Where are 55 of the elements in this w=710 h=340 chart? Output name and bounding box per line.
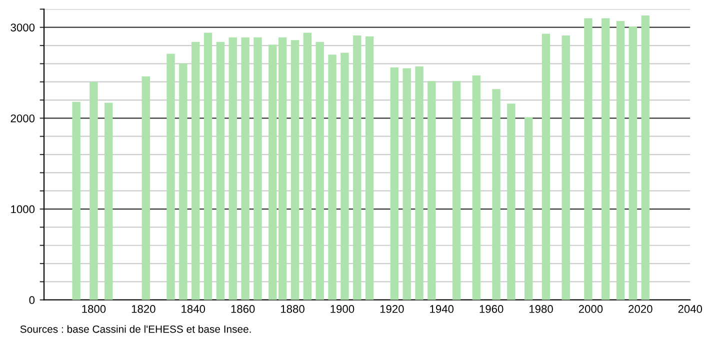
x-tick-label: 1880	[281, 305, 304, 313]
bar	[602, 18, 610, 300]
bar	[353, 36, 362, 300]
x-tick-label: 2000	[578, 305, 603, 313]
bar	[241, 37, 250, 300]
bar	[390, 67, 399, 300]
bar	[562, 36, 570, 300]
bar	[365, 36, 374, 300]
bar	[166, 54, 175, 300]
bar	[492, 89, 500, 300]
x-tick-label: 1920	[380, 305, 404, 313]
bar	[290, 40, 300, 300]
bar	[415, 66, 424, 300]
bar	[179, 64, 188, 300]
bar	[584, 18, 592, 300]
bar	[192, 42, 200, 300]
y-tick-label: 1000	[11, 205, 35, 214]
bar	[142, 76, 150, 300]
x-tick-label: 1840	[182, 305, 206, 313]
y-tick-label: 2000	[10, 114, 35, 122]
bar	[428, 80, 436, 300]
bar	[104, 102, 113, 300]
x-tick-label: 1940	[430, 305, 454, 313]
bar	[340, 52, 349, 300]
y-tick-label: 0	[29, 296, 35, 304]
bar	[303, 32, 312, 300]
bar	[402, 68, 411, 300]
x-tick-label: 2040	[678, 305, 702, 313]
bar	[452, 80, 461, 300]
bar	[278, 37, 287, 300]
bar	[268, 44, 277, 300]
bar	[616, 20, 625, 300]
source-note: Sources : base Cassini de l'EHESS et base Insee.	[20, 325, 251, 333]
bar	[507, 104, 516, 300]
bar	[542, 34, 550, 300]
x-tick-label: 1900	[330, 305, 354, 313]
bar	[641, 16, 650, 300]
bar	[228, 37, 237, 300]
bar	[628, 26, 638, 300]
bar	[90, 82, 98, 300]
bar	[524, 117, 533, 300]
x-tick-label: 1800	[82, 305, 106, 313]
bar	[204, 32, 212, 300]
bar	[72, 102, 80, 300]
bar	[328, 54, 336, 300]
x-tick-label: 1820	[132, 305, 156, 313]
x-tick-label: 1860	[231, 305, 255, 313]
x-tick-label: 1960	[480, 305, 504, 313]
bar	[216, 42, 225, 300]
bar	[254, 37, 262, 300]
x-tick-label: 1980	[530, 305, 553, 313]
bar	[316, 42, 324, 300]
bar	[472, 75, 481, 300]
y-tick-label: 3000	[10, 24, 35, 32]
x-tick-label: 2020	[628, 305, 652, 313]
